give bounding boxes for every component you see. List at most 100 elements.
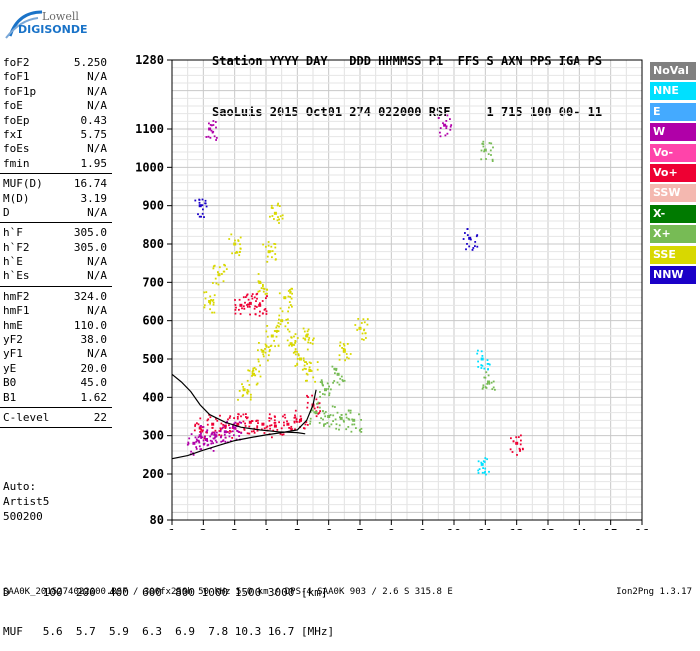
echo-point-x [328,392,331,395]
legend-item-w: W [650,123,696,142]
echo-point-vo [283,413,286,416]
echo-point-sse [271,250,274,252]
echo-point-vo [250,295,253,297]
param-value: 16.74 [73,177,107,191]
param-group-confidence: C-level 22 [0,411,112,425]
echo-point-sse [346,343,349,345]
param-row: hmF1 N/A [0,304,112,318]
echo-point-x [319,395,321,398]
param-value: 5.250 [73,56,107,69]
echo-point-sse [239,247,242,250]
echo-point-vo [283,424,285,427]
echo-point-x [352,418,356,422]
param-value: 324.0 [73,289,107,303]
echo-point-vo [271,436,273,439]
echo-point-vo [268,417,271,419]
echo-point-sse [310,362,312,364]
echo-point-vo [248,420,252,424]
param-row: foEp 0.43 [0,114,112,128]
legend-item-nne: NNE [650,82,696,101]
echo-point-w [200,437,202,439]
polarization-legend: NoVal NNE E W Vo- Vo+ SSW X- X+ SSE NNW [650,62,696,286]
echo-point-w [212,437,215,440]
param-label: foF2 [3,56,30,69]
echo-point-vo [196,422,198,425]
echo-point-vo [261,428,263,431]
echo-point-vo [294,414,296,417]
echo-point-x [326,382,329,385]
echo-point-sse [248,384,251,386]
y-tick-label: 500 [142,352,164,366]
echo-point-sse [253,367,256,369]
echo-point-sse [257,273,260,275]
echo-point-sse [306,379,308,382]
echo-point-sse [291,343,294,346]
echo-point-vo [220,422,223,425]
echo-point-sse [257,360,260,363]
param-value: 305.0 [73,226,107,240]
echo-point-vo [274,416,276,418]
echo-point-nnw [468,236,472,240]
echo-point-sse [277,330,280,332]
echo-point-sse [270,344,273,347]
echo-point-x [343,379,346,382]
echo-point-sse [237,398,239,401]
echo-point-sse [278,314,281,317]
echo-point-sse [211,311,213,314]
echo-point-sse [363,321,366,324]
echo-point-vo [251,430,253,433]
echo-point-vo [251,420,254,422]
echo-point-vo [234,304,237,306]
echo-point-vo [306,406,309,409]
echo-point-sse [303,367,306,370]
echo-point-vo [257,419,259,422]
echo-point-nne [483,367,486,370]
echo-point-sse [281,310,284,313]
param-divider [0,285,112,287]
echo-point-vo [216,419,219,422]
echo-point-w [226,420,228,423]
echo-point-sse [342,349,346,353]
echo-point-w [443,123,447,127]
echo-point-w [222,439,225,442]
echo-point-sse [296,337,299,339]
echo-point-sse [356,329,359,331]
echo-point-vo [315,398,318,401]
echo-point-x [345,413,347,416]
echo-point-vo [193,429,196,432]
echo-point-vo [510,437,512,440]
electron-density-profile [171,373,306,435]
echo-point-sse [274,243,277,245]
echo-point-w [223,425,226,428]
echo-point-vo [519,450,521,452]
echo-point-x [355,427,357,429]
echo-point-x [360,431,363,433]
echo-point-sse [266,335,269,338]
echo-point-vo [243,427,246,430]
echo-point-vo [270,424,273,427]
echo-point-sse [289,304,292,306]
echo-point-sse [209,295,212,298]
echo-point-sse [271,215,274,217]
echo-point-sse [305,372,308,375]
echo-point-x [338,383,341,386]
echo-point-sse [312,337,315,340]
echo-point-vo [251,297,254,300]
echo-point-sse [276,329,278,332]
echo-point-w [202,426,205,428]
echo-point-nnw [201,198,204,201]
param-label: D [3,205,10,219]
echo-point-sse [212,303,215,306]
param-value: N/A [87,99,107,113]
echo-point-vo [241,307,243,310]
echo-point-w [220,436,222,439]
echo-point-nnw [194,199,197,202]
echo-point-vo [286,422,290,426]
param-value: N/A [87,255,107,269]
echo-point-x [483,376,486,379]
echo-point-sse [274,253,277,255]
echo-point-vo [298,421,301,423]
param-row: B1 1.62 [0,391,112,405]
echo-point-x [332,420,334,422]
param-label: h`Es [3,269,30,283]
